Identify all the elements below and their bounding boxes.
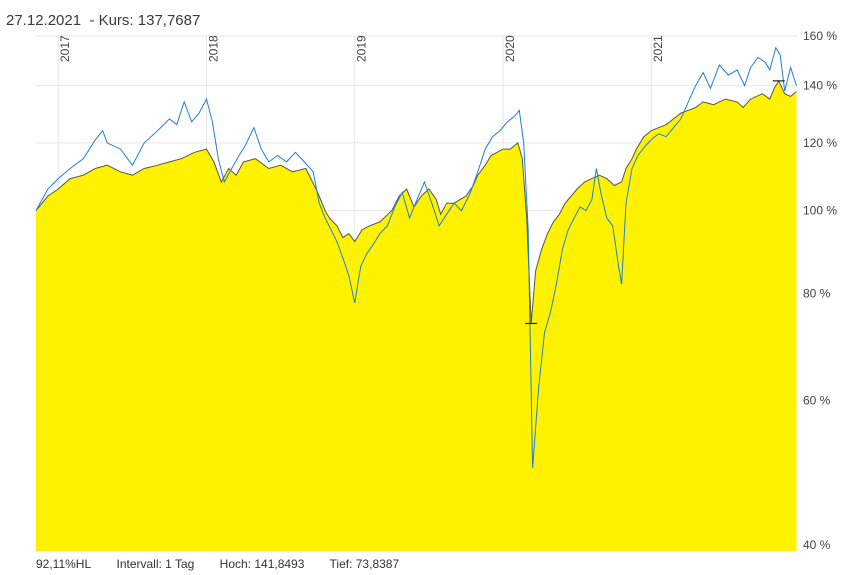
x-tick-label: 2019 — [355, 35, 369, 62]
footer-low: Tief: 73,8387 — [329, 557, 400, 571]
y-tick-label: 140 % — [803, 79, 837, 93]
y-tick-label: 60 % — [803, 393, 831, 407]
area-layer — [35, 79, 797, 552]
header-date: 27.12.2021 — [6, 12, 82, 29]
kurs-value: 137,7687 — [137, 12, 201, 29]
y-tick-label: 80 % — [803, 287, 831, 301]
kurs-label: Kurs: — [98, 12, 134, 29]
x-tick-label: 2020 — [503, 35, 517, 62]
footer-high: Hoch: 141,8493 — [219, 557, 305, 571]
series-compare-line — [35, 46, 797, 469]
x-axis: 2017 2018 2019 2020 2021 — [58, 35, 665, 62]
chart-footer: 92,11%HL Intervall: 1 Tag Hoch: 141,8493… — [36, 557, 421, 571]
footer-performance: 92,11%HL — [36, 557, 92, 571]
y-tick-label: 40 % — [803, 538, 831, 552]
y-axis: 40 % 60 % 80 % 100 % 120 % 140 % 160 % — [803, 29, 837, 552]
y-tick-label: 120 % — [803, 136, 837, 150]
chart-header: 27.12.2021 - Kurs: 137,7687 — [6, 12, 201, 29]
marker-layer — [525, 80, 785, 325]
y-tick-label: 160 % — [803, 29, 837, 43]
series-area-fill — [36, 80, 797, 552]
y-tick-label: 100 % — [803, 204, 837, 218]
series-area-line — [35, 79, 797, 324]
footer-interval: Intervall: 1 Tag — [116, 557, 195, 571]
compare-layer — [35, 46, 797, 469]
x-tick-label: 2021 — [651, 35, 665, 62]
x-tick-label: 2017 — [58, 35, 72, 62]
x-tick-label: 2018 — [206, 35, 220, 62]
